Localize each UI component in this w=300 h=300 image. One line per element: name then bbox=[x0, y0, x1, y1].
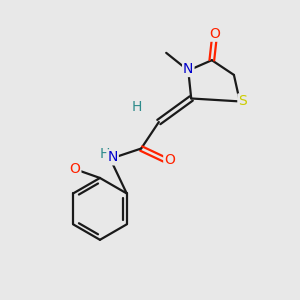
Text: N: N bbox=[183, 62, 194, 76]
Text: H: H bbox=[132, 100, 142, 114]
Text: N: N bbox=[107, 150, 118, 164]
Text: O: O bbox=[209, 27, 220, 41]
Text: O: O bbox=[70, 162, 80, 176]
Text: O: O bbox=[164, 153, 175, 167]
Text: S: S bbox=[238, 94, 247, 108]
Text: H: H bbox=[99, 147, 110, 161]
